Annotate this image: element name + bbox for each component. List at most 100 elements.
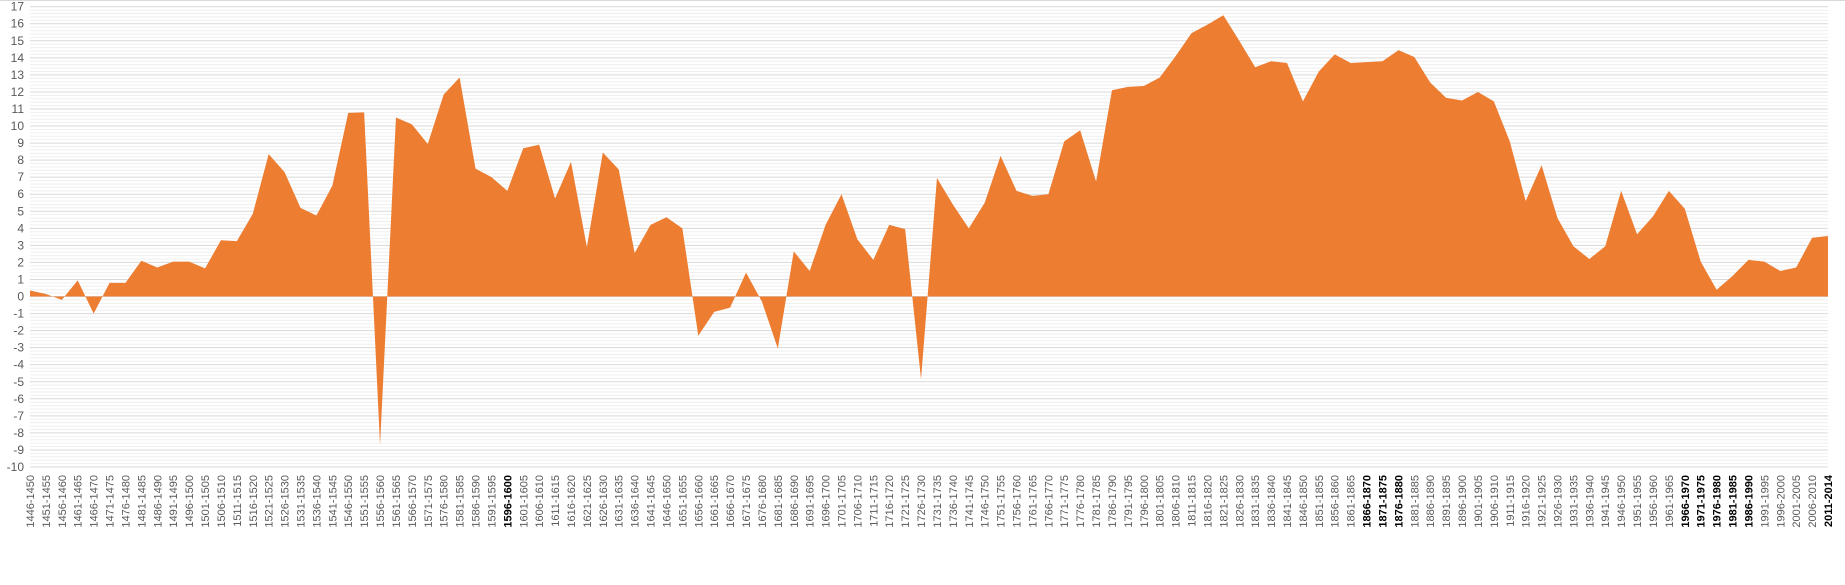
x-tick-label: 1901-1905 bbox=[1473, 475, 1485, 528]
x-tick-label: 1561-1565 bbox=[391, 475, 403, 528]
y-tick-label: 5 bbox=[17, 204, 24, 218]
x-tick-label: 1796-1800 bbox=[1139, 475, 1151, 528]
y-tick-label: -5 bbox=[13, 375, 24, 389]
x-tick-label: 1691-1695 bbox=[805, 475, 817, 528]
x-tick-label: 1591-1595 bbox=[486, 475, 498, 528]
x-tick-label: 1826-1830 bbox=[1234, 475, 1246, 528]
x-tick-label: 1491-1495 bbox=[168, 475, 180, 528]
x-tick-label: 1811-1815 bbox=[1187, 475, 1199, 527]
x-tick-label: 2011-2014 bbox=[1823, 474, 1835, 527]
x-tick-label: 1976-1980 bbox=[1712, 475, 1724, 528]
x-tick-label: 1546-1550 bbox=[343, 475, 355, 528]
y-tick-label: -10 bbox=[7, 460, 25, 474]
x-tick-label: 1911-1915 bbox=[1505, 475, 1517, 527]
x-tick-label: 1476-1480 bbox=[120, 475, 132, 528]
y-tick-label: -4 bbox=[13, 358, 24, 372]
y-tick-label: 16 bbox=[11, 17, 25, 31]
x-tick-label: 1991-1995 bbox=[1759, 475, 1771, 528]
y-tick-label: 15 bbox=[11, 34, 25, 48]
x-tick-label: 1711-1715 bbox=[868, 475, 880, 527]
x-tick-label: 1501-1505 bbox=[200, 475, 212, 528]
y-tick-label: 13 bbox=[11, 68, 25, 82]
x-tick-label: 1846-1850 bbox=[1298, 475, 1310, 528]
x-tick-label: 1766-1770 bbox=[1043, 475, 1055, 528]
y-tick-label: 9 bbox=[17, 136, 24, 150]
x-tick-label: 1951-1955 bbox=[1632, 475, 1644, 528]
x-tick-label: 1921-1925 bbox=[1537, 475, 1549, 528]
x-tick-label: 1741-1745 bbox=[964, 475, 976, 528]
x-tick-label: 1586-1590 bbox=[471, 475, 483, 528]
y-tick-label: 2 bbox=[17, 255, 24, 269]
y-tick-label: 4 bbox=[17, 221, 24, 235]
x-tick-label: 1721-1725 bbox=[900, 475, 912, 528]
x-tick-label: 1936-1940 bbox=[1584, 475, 1596, 528]
x-tick-label: 2006-2010 bbox=[1807, 475, 1819, 528]
x-tick-label: 1816-1820 bbox=[1202, 475, 1214, 528]
x-tick-label: 1481-1485 bbox=[136, 475, 148, 528]
y-tick-label: -7 bbox=[13, 409, 24, 423]
x-tick-label: 1616-1620 bbox=[566, 475, 578, 528]
y-tick-label: -1 bbox=[13, 307, 24, 321]
x-tick-label: 1681-1685 bbox=[773, 475, 785, 528]
x-tick-label: 1526-1530 bbox=[280, 475, 292, 528]
x-tick-label: 1706-1710 bbox=[852, 475, 864, 528]
x-tick-label: 1791-1795 bbox=[1123, 475, 1135, 528]
x-tick-label: 1871-1875 bbox=[1377, 475, 1389, 528]
x-tick-label: 1566-1570 bbox=[407, 475, 419, 528]
x-tick-label: 1941-1945 bbox=[1600, 475, 1612, 528]
x-tick-label: 1636-1640 bbox=[630, 475, 642, 528]
x-tick-label: 1896-1900 bbox=[1457, 475, 1469, 528]
x-tick-label: 1646-1650 bbox=[661, 475, 673, 528]
x-tick-label: 1961-1965 bbox=[1664, 475, 1676, 528]
x-tick-label: 1456-1460 bbox=[57, 475, 69, 528]
y-tick-label: 8 bbox=[17, 153, 24, 167]
x-tick-label: 1801-1805 bbox=[1155, 475, 1167, 528]
y-tick-label: 11 bbox=[12, 102, 25, 116]
y-tick-label: 3 bbox=[17, 238, 24, 252]
x-tick-label: 1746-1750 bbox=[980, 475, 992, 528]
x-tick-label: 1891-1895 bbox=[1441, 475, 1453, 528]
x-tick-label: 1496-1500 bbox=[184, 475, 196, 528]
x-tick-label: 1536-1540 bbox=[311, 475, 323, 528]
x-tick-label: 1506-1510 bbox=[216, 475, 228, 528]
x-tick-label: 1966-1970 bbox=[1680, 475, 1692, 528]
x-tick-label: 1701-1705 bbox=[836, 475, 848, 528]
x-tick-label: 1521-1525 bbox=[264, 475, 276, 528]
x-tick-label: 1486-1490 bbox=[152, 475, 164, 528]
x-tick-label: 1731-1735 bbox=[932, 475, 944, 528]
x-tick-label: 1831-1835 bbox=[1250, 475, 1262, 528]
x-tick-label: 1606-1610 bbox=[534, 475, 546, 528]
x-tick-label: 1651-1655 bbox=[677, 475, 689, 528]
x-tick-label: 1471-1475 bbox=[105, 475, 117, 528]
x-tick-label: 1516-1520 bbox=[248, 475, 260, 528]
y-tick-label: -9 bbox=[13, 443, 24, 457]
x-tick-label: 1926-1930 bbox=[1553, 475, 1565, 528]
x-tick-label: 1756-1760 bbox=[1012, 475, 1024, 528]
x-tick-label: 1551-1555 bbox=[359, 475, 371, 528]
y-tick-label: 6 bbox=[17, 187, 24, 201]
x-tick-label: 1971-1975 bbox=[1696, 475, 1708, 528]
x-tick-label: 1981-1985 bbox=[1728, 475, 1740, 528]
x-tick-label: 1601-1605 bbox=[518, 475, 530, 528]
x-tick-label: 1736-1740 bbox=[948, 475, 960, 528]
x-tick-label: 1956-1960 bbox=[1648, 475, 1660, 528]
x-tick-label: 1841-1845 bbox=[1282, 475, 1294, 528]
x-tick-label: 1531-1535 bbox=[295, 475, 307, 528]
x-axis-tick-labels: 1446-1450 1451-1455 1456-1460 1461-1465 1466… bbox=[25, 474, 1835, 527]
y-tick-label: 0 bbox=[17, 290, 24, 304]
x-tick-label: 1556-1560 bbox=[375, 475, 387, 528]
x-tick-label: 1696-1700 bbox=[821, 475, 833, 528]
x-tick-label: 1461-1465 bbox=[73, 475, 85, 528]
x-tick-label: 1666-1670 bbox=[725, 475, 737, 528]
x-tick-label: 1856-1860 bbox=[1330, 475, 1342, 528]
y-tick-label: -3 bbox=[13, 341, 24, 355]
x-tick-label: 2001-2005 bbox=[1791, 475, 1803, 528]
x-tick-label: 1786-1790 bbox=[1107, 475, 1119, 528]
x-tick-label: 1581-1585 bbox=[455, 475, 467, 528]
x-tick-label: 1726-1730 bbox=[916, 475, 928, 528]
x-tick-label: 1861-1865 bbox=[1346, 475, 1358, 528]
x-tick-label: 1621-1625 bbox=[582, 475, 594, 528]
y-tick-label: -8 bbox=[13, 426, 24, 440]
x-tick-label: 1771-1775 bbox=[1059, 475, 1071, 528]
